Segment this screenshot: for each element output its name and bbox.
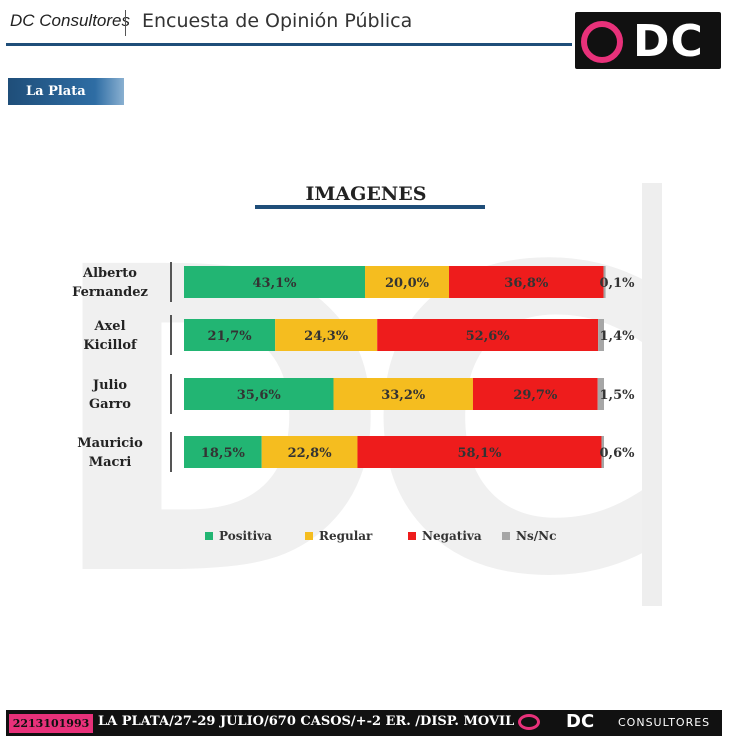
bar-positiva-4 (184, 436, 262, 468)
category-label-3: Julio Garro (89, 378, 131, 412)
legend-label-nsnc: Ns/Nc (516, 529, 557, 543)
legend-swatch-regular (305, 532, 313, 540)
bar-negativa-4 (357, 436, 602, 468)
category-axis-line-3 (170, 374, 172, 414)
legend-swatch-positiva (205, 532, 213, 540)
bar-negativa-2 (377, 319, 599, 351)
footer-phone: 2213101993 (9, 714, 93, 733)
city-tab: La Plata (8, 78, 124, 105)
data-label-negativa-1: 36,8% (504, 276, 549, 291)
footer-logo-ring-icon (518, 714, 540, 730)
data-label-regular-4: 22,8% (288, 446, 333, 461)
bar-positiva-3 (184, 378, 334, 410)
category-label-2: Axel Kicillof (83, 319, 138, 353)
category-label-4: Mauricio Macri (77, 436, 143, 470)
header-underline (6, 43, 572, 46)
data-label-negativa-4: 58,1% (457, 446, 502, 461)
bar-nsnc-3 (597, 378, 604, 410)
data-label-negativa-2: 52,6% (466, 329, 511, 344)
data-label-negativa-3: 29,7% (513, 388, 558, 403)
category-axis-line-4 (170, 432, 172, 472)
data-label-regular-1: 20,0% (385, 276, 430, 291)
bar-regular-1 (365, 266, 450, 298)
legend-item-negativa: Negativa (408, 529, 482, 543)
header-separator (125, 10, 126, 36)
category-label-1: Alberto Fernandez (72, 266, 148, 300)
data-label-nsnc-4: 0,6% (600, 446, 636, 461)
data-label-positiva-2: 21,7% (208, 329, 253, 344)
chart-title-underline (255, 205, 485, 209)
data-label-nsnc-1: 0,1% (600, 276, 636, 291)
legend-label-negativa: Negativa (422, 529, 482, 543)
legend-item-positiva: Positiva (205, 529, 272, 543)
bar-negativa-1 (449, 266, 604, 298)
legend-label-positiva: Positiva (219, 529, 272, 543)
data-label-nsnc-3: 1,5% (600, 388, 636, 403)
bar-nsnc-2 (598, 319, 604, 351)
legend-item-nsnc: Ns/Nc (502, 529, 556, 543)
chart-title: IMAGENES (305, 183, 427, 205)
watermark-bar (642, 183, 662, 606)
data-label-positiva-1: 43,1% (253, 276, 298, 291)
page-title: Encuesta de Opinión Pública (142, 10, 413, 32)
data-label-positiva-4: 18,5% (201, 446, 246, 461)
legend-swatch-negativa (408, 532, 416, 540)
logo-ring-icon (581, 21, 623, 63)
logo-text: DC (633, 16, 704, 67)
legend-label-regular: Regular (319, 529, 373, 543)
footer-bar: 2213101993 LA PLATA/27-29 JULIO/670 CASO… (6, 710, 722, 736)
data-label-nsnc-2: 1,4% (600, 329, 636, 344)
bar-positiva-1 (184, 266, 366, 298)
bar-positiva-2 (184, 319, 276, 351)
category-axis-line-2 (170, 315, 172, 355)
footer-info: LA PLATA/27-29 JULIO/670 CASOS/+-2 ER. /… (98, 714, 515, 729)
legend-item-regular: Regular (305, 529, 372, 543)
data-label-regular-2: 24,3% (304, 329, 349, 344)
bar-regular-4 (261, 436, 358, 468)
dc-logo: DC (575, 12, 721, 69)
bar-regular-2 (275, 319, 378, 351)
data-label-positiva-3: 35,6% (237, 388, 282, 403)
footer-brand-consultores: CONSULTORES (618, 716, 711, 729)
bar-regular-3 (333, 378, 473, 410)
bar-nsnc-1 (603, 266, 606, 298)
bar-negativa-3 (472, 378, 598, 410)
header-brand: DC Consultores (10, 11, 130, 30)
category-axis-line-1 (170, 262, 172, 302)
data-label-regular-3: 33,2% (381, 388, 426, 403)
bar-nsnc-4 (601, 436, 604, 468)
legend-swatch-nsnc (502, 532, 510, 540)
footer-brand-dc: DC (566, 711, 595, 732)
